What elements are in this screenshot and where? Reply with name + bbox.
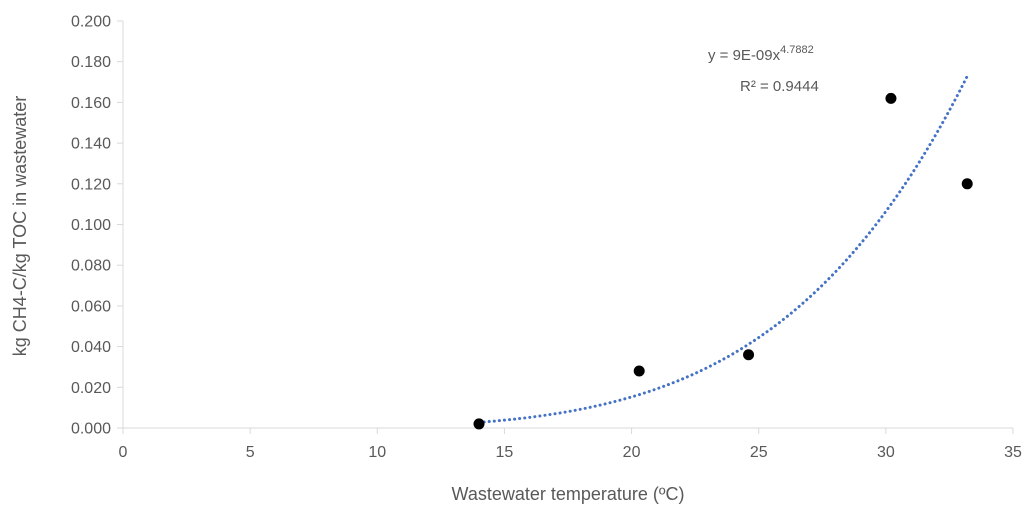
x-tick-label: 25 xyxy=(750,444,768,461)
y-axis-title: kg CH4-C/kg TOC in wastewater xyxy=(10,96,30,356)
data-point xyxy=(885,92,897,104)
data-point xyxy=(743,349,755,361)
y-tick-label: 0.080 xyxy=(71,258,111,275)
x-tick-label: 5 xyxy=(246,444,255,461)
y-tick-label: 0.180 xyxy=(71,54,111,71)
x-tick-labels: 0 5 10 15 20 25 30 35 xyxy=(119,444,1022,461)
axes xyxy=(117,20,1014,434)
y-tick-label: 0.060 xyxy=(71,298,111,315)
x-tick-label: 10 xyxy=(368,444,386,461)
x-axis-title: Wastewater temperature (ºC) xyxy=(452,484,685,504)
x-tick-label: 15 xyxy=(496,444,514,461)
power-trendline xyxy=(477,74,969,424)
equation-exponent: 4.7882 xyxy=(780,44,814,56)
x-tick-label: 35 xyxy=(1004,444,1022,461)
trendline xyxy=(477,74,969,424)
data-points xyxy=(473,92,973,430)
y-tick-label: 0.200 xyxy=(71,14,111,31)
trendline-equation: y = 9E-09x4.7882 R² = 0.9444 xyxy=(708,44,819,95)
y-tick-label: 0.140 xyxy=(71,136,111,153)
x-tick-label: 30 xyxy=(877,444,895,461)
y-tick-label: 0.020 xyxy=(71,380,111,397)
y-tick-label: 0.120 xyxy=(71,176,111,193)
y-tick-label: 0.160 xyxy=(71,95,111,112)
r-squared-label: R² = 0.9444 xyxy=(740,78,819,95)
y-tick-label: 0.000 xyxy=(71,421,111,438)
data-point xyxy=(633,365,645,377)
y-tick-label: 0.040 xyxy=(71,339,111,356)
y-tick-label: 0.100 xyxy=(71,217,111,234)
y-tick-labels: 0.000 0.020 0.040 0.060 0.080 0.100 0.120 0.140… xyxy=(71,14,111,438)
x-tick-label: 20 xyxy=(623,444,641,461)
equation-text: y = 9E-09x xyxy=(708,47,781,64)
svg-text:y = 9E-09x4.7882: y = 9E-09x4.7882 xyxy=(708,44,814,64)
data-point xyxy=(961,178,973,190)
data-point xyxy=(473,418,485,430)
x-tick-label: 0 xyxy=(119,444,128,461)
